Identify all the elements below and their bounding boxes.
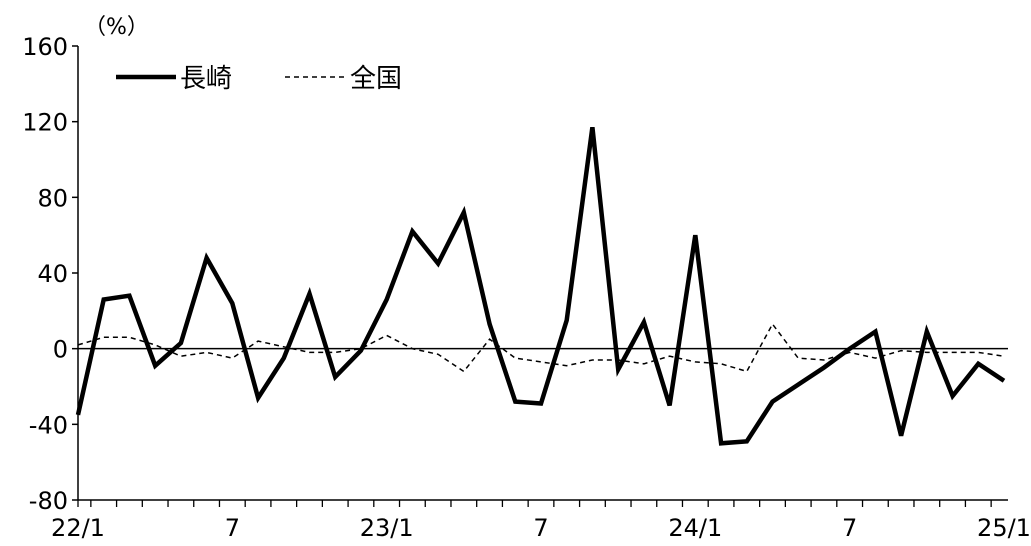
legend-label-national: 全国 xyxy=(350,64,402,94)
y-tick-label: 40 xyxy=(37,260,68,288)
y-tick-label: 160 xyxy=(22,33,68,61)
x-tick-label: 7 xyxy=(842,514,857,542)
y-tick-label: 80 xyxy=(37,184,68,212)
legend: 長崎 全国 xyxy=(116,64,402,94)
series-group xyxy=(75,127,1006,446)
y-tick-label: -40 xyxy=(29,411,68,439)
x-tick-label: 7 xyxy=(225,514,240,542)
series-line-national xyxy=(77,322,1005,373)
x-tick-label: 22/1 xyxy=(51,514,105,542)
x-tick-label: 24/1 xyxy=(668,514,722,542)
y-axis-unit-label: （%） xyxy=(84,15,149,40)
legend-label-nagasaki: 長崎 xyxy=(180,64,232,94)
x-tick-label: 25/1 xyxy=(977,514,1031,542)
y-tick-label: 120 xyxy=(22,109,68,137)
y-tick-label: -80 xyxy=(29,487,68,515)
series-line-nagasaki xyxy=(75,127,1006,446)
x-tick-label: 7 xyxy=(533,514,548,542)
x-tick-label: 23/1 xyxy=(360,514,414,542)
y-tick-label: 0 xyxy=(53,336,68,364)
